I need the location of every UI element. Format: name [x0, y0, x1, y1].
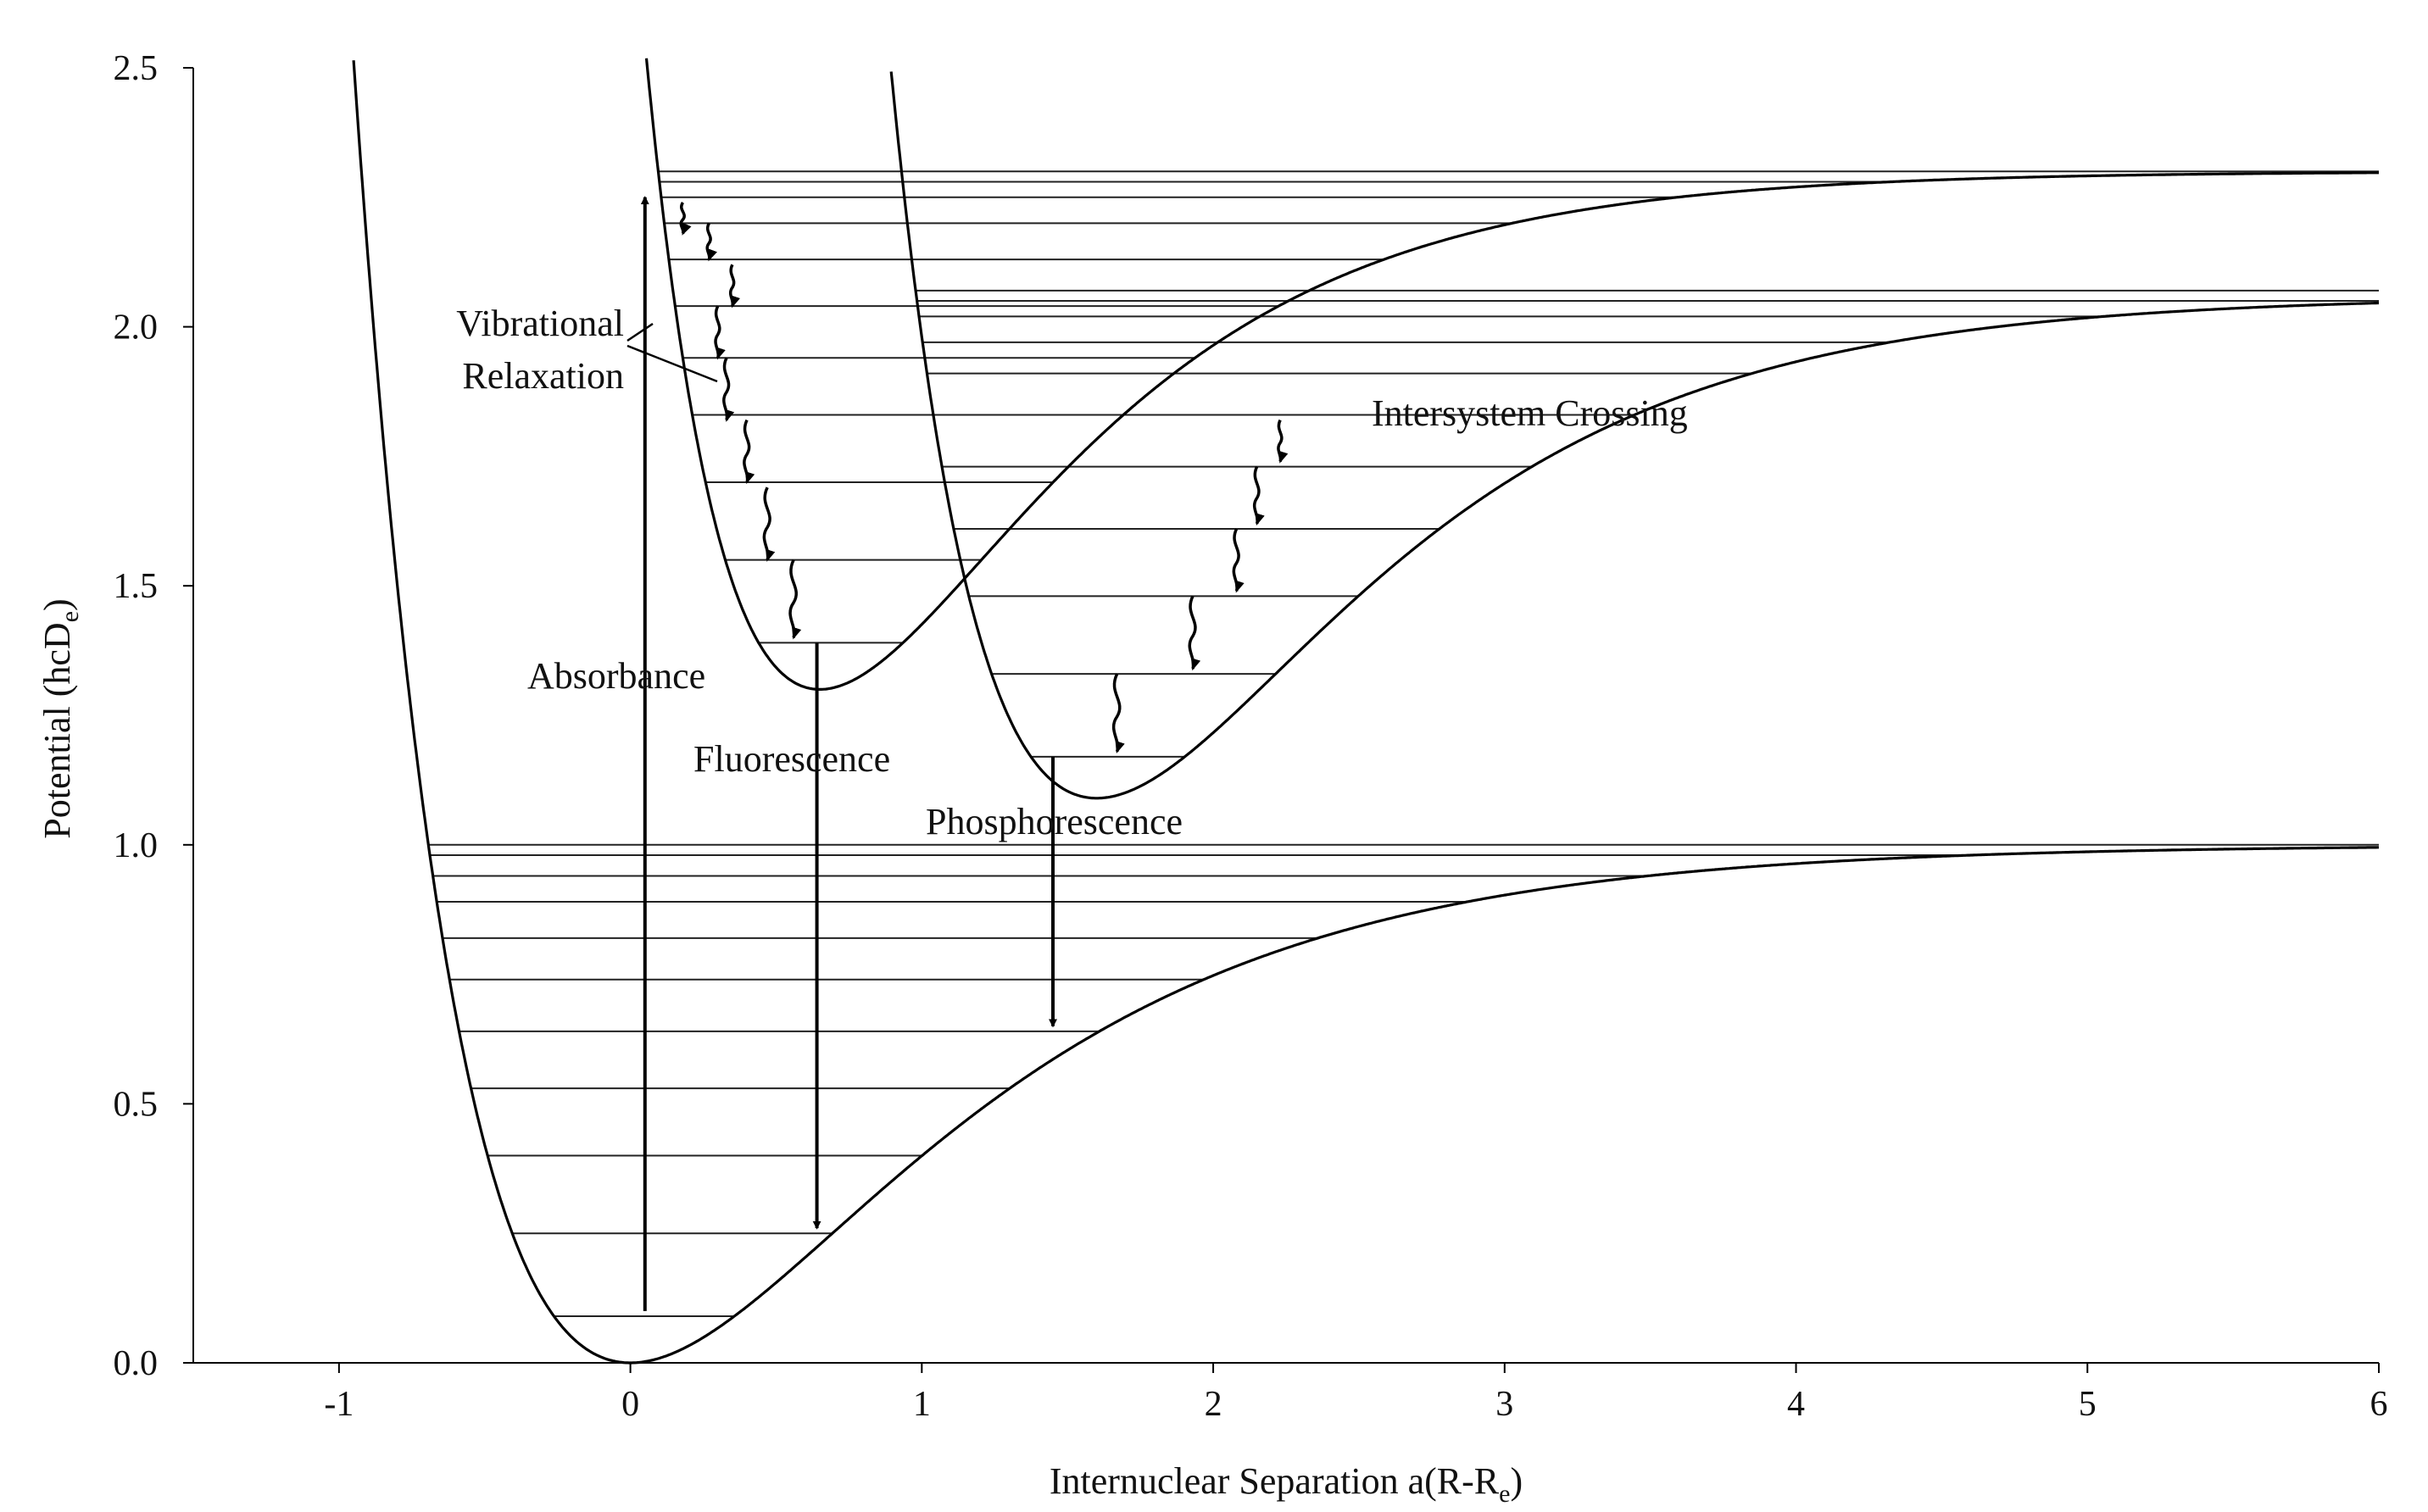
triplet-relaxation-arrow [1111, 673, 1125, 754]
singlet-relaxation-arrow [728, 264, 741, 309]
y-tick-label: 0.5 [114, 1085, 159, 1124]
absorbance-label: Absorbance [527, 655, 705, 697]
singlet-relaxation-arrow [762, 486, 776, 562]
x-tick-label: 0 [621, 1385, 639, 1424]
phosphorescence-label: Phosphorescence [926, 801, 1183, 842]
y-tick-label: 2.0 [114, 309, 159, 347]
vibrational-relaxation-pointer-lower [626, 344, 718, 383]
y-tick-label: 1.0 [114, 826, 159, 865]
y-axis-title: Potential (hcDe) [36, 598, 84, 838]
relaxation-label: Relaxation [462, 355, 624, 397]
intersystem-crossing-label: Intersystem Crossing [1372, 392, 1688, 434]
x-tick-label: 2 [1205, 1385, 1222, 1424]
y-axis: 0.0 0.5 1.0 1.5 2.0 2.5 [114, 49, 194, 1383]
singlet-relaxation-arrow [679, 201, 692, 236]
singlet-relaxation-arrow [714, 305, 726, 360]
singlet-relaxation-arrow [788, 559, 802, 640]
x-tick-label: 3 [1495, 1385, 1513, 1424]
x-axis: -1 0 1 2 3 4 5 6 [193, 1362, 2388, 1424]
ground-potential-curve [352, 60, 2379, 1365]
y-tick-label: 1.5 [114, 567, 159, 606]
triplet-relaxation-arrow [1232, 528, 1245, 593]
vibrational-relaxation-pointer-upper [626, 322, 654, 342]
triplet-relaxation-arrow [1252, 465, 1265, 526]
x-tick-label: 5 [2079, 1385, 2097, 1424]
singlet-potential-curve [644, 58, 2379, 691]
y-tick-label: 0.0 [114, 1344, 159, 1383]
vibrational-levels [428, 170, 2379, 1317]
singlet-relaxation-arrow [743, 419, 755, 485]
y-tick-label: 2.5 [114, 49, 159, 88]
potential-curves [352, 58, 2379, 1365]
transition-arrows [640, 196, 1289, 1311]
x-tick-label: 1 [913, 1385, 931, 1424]
x-tick-label: -1 [324, 1385, 354, 1424]
x-axis-title: Internuclear Separation a(R-Re) [1050, 1460, 1523, 1508]
vibrational-label: Vibrational [456, 303, 624, 344]
fluorescence-label: Fluorescence [693, 738, 890, 780]
singlet-relaxation-arrow [705, 222, 717, 262]
singlet-relaxation-arrow [722, 357, 735, 422]
triplet-relaxation-arrow [1188, 595, 1201, 671]
triplet-relaxation-arrow [1277, 419, 1289, 464]
triplet-potential-curve [889, 71, 2379, 800]
x-tick-label: 4 [1787, 1385, 1805, 1424]
x-tick-label: 6 [2370, 1385, 2388, 1424]
